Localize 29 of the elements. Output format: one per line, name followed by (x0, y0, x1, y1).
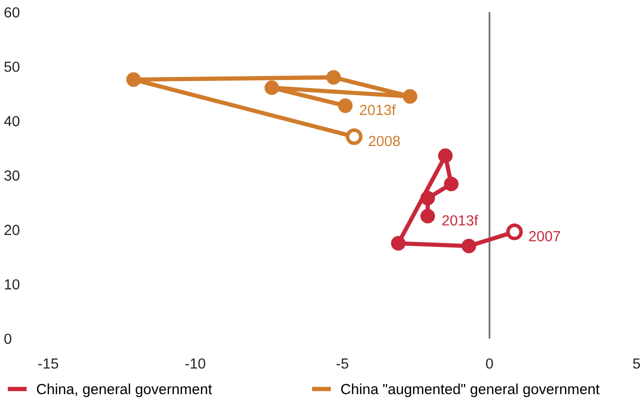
point (402, 89, 418, 104)
point (338, 98, 353, 113)
point (438, 148, 453, 164)
x-tick-label: -15 (38, 358, 58, 369)
point (126, 72, 141, 87)
annotation: 2008 (368, 136, 400, 146)
y-tick-label: 10 (4, 279, 20, 290)
y-tick-label: 50 (4, 62, 20, 72)
point (391, 236, 406, 251)
point (264, 80, 280, 95)
x-tick-label: 0 (486, 358, 493, 369)
y-tick-label: 0 (4, 334, 12, 344)
y-tick-label: 30 (4, 170, 20, 181)
y-tick-label: 60 (4, 7, 20, 18)
point (420, 208, 435, 224)
point (420, 190, 435, 206)
point (444, 176, 459, 192)
annotation: 2013f (442, 214, 478, 226)
y-tick-label: 40 (4, 116, 20, 126)
legend-label: China "augmented" general government (341, 384, 600, 398)
x-tick-label: 5 (633, 358, 640, 369)
x-tick-label: -10 (185, 358, 206, 369)
legend-label: China, general government (36, 384, 212, 398)
x-tick-label: -5 (336, 358, 348, 369)
point (462, 238, 476, 254)
annotation: 2013f (360, 104, 396, 116)
y-tick-label: 20 (4, 224, 20, 236)
annotation: 2007 (529, 231, 560, 242)
point (326, 70, 341, 85)
